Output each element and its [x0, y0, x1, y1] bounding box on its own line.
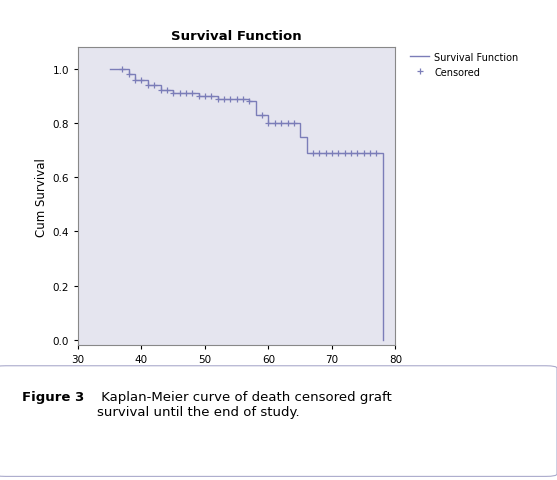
Title: Survival Function: Survival Function [172, 30, 302, 43]
X-axis label: Time (months): Time (months) [193, 369, 280, 382]
Text: Figure 3: Figure 3 [22, 390, 85, 403]
FancyBboxPatch shape [0, 366, 557, 476]
Legend: Survival Function, Censored: Survival Function, Censored [410, 53, 519, 78]
Y-axis label: Cum Survival: Cum Survival [35, 157, 48, 236]
Text: Kaplan-Meier curve of death censored graft
survival until the end of study.: Kaplan-Meier curve of death censored gra… [97, 390, 392, 418]
